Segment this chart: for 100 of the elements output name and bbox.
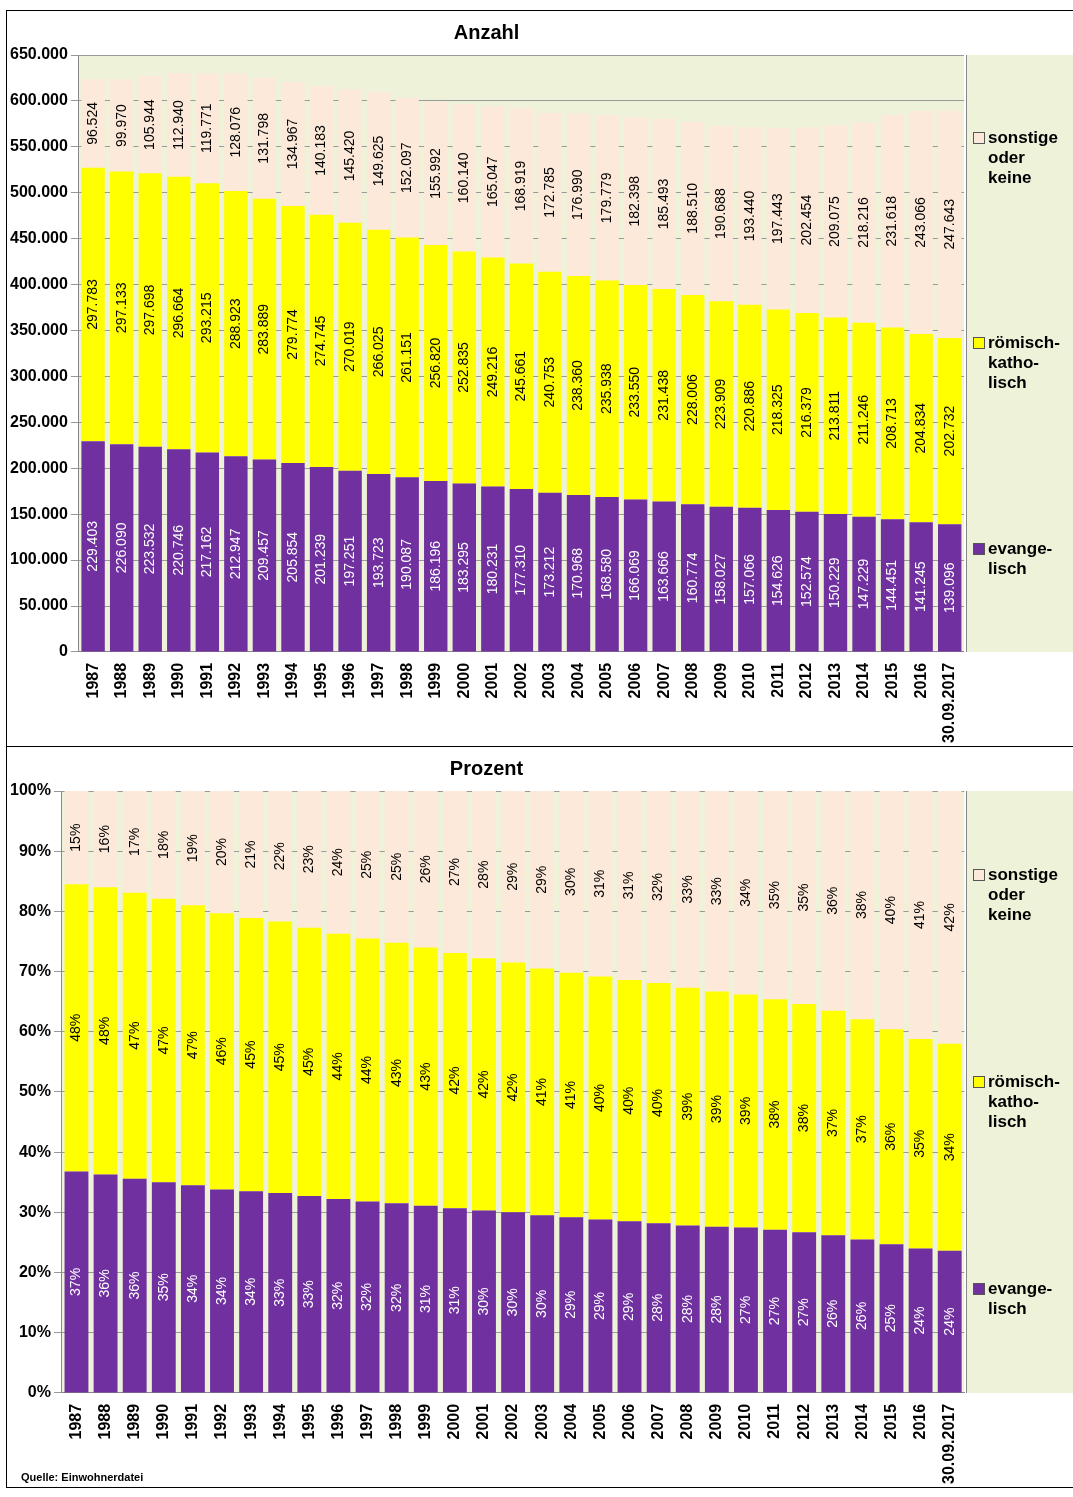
data-label: 274.745 (312, 315, 329, 367)
y-tick-label: 400.000 (9, 274, 68, 292)
bar (763, 791, 787, 1000)
bar (64, 884, 89, 1172)
bar (180, 1185, 205, 1393)
data-label: 24% (911, 1306, 928, 1335)
data-label: 45% (271, 1043, 288, 1072)
bar (180, 905, 205, 1186)
data-label: 18% (154, 830, 171, 859)
data-label: 229.403 (83, 520, 100, 572)
bar (93, 1174, 118, 1393)
data-label: 48% (67, 1013, 84, 1042)
bar (595, 280, 619, 498)
x-tick-label: 1987 (83, 662, 101, 699)
data-label: 209.457 (255, 529, 272, 581)
bar (395, 97, 419, 238)
y-tick-label: 200.000 (9, 458, 68, 476)
bar (559, 791, 584, 973)
bar (224, 191, 248, 457)
data-label: 31% (445, 1286, 462, 1315)
data-label: 32% (649, 872, 666, 902)
bar (538, 492, 562, 652)
data-label: 26% (824, 1299, 841, 1328)
x-tick-label: 2016 (911, 1403, 928, 1440)
bar (338, 470, 362, 652)
bar (122, 791, 147, 893)
data-label: 266.025 (369, 326, 386, 378)
bar (704, 991, 729, 1227)
data-label: 218.325 (769, 384, 786, 435)
bar (338, 89, 362, 223)
bar (210, 1189, 234, 1393)
bar (738, 507, 762, 652)
bar (472, 1210, 496, 1393)
data-label: 193.440 (740, 190, 757, 242)
data-label: 249.216 (483, 346, 500, 398)
data-label: 231.438 (655, 369, 672, 421)
bar (195, 452, 220, 652)
data-label: 119.771 (198, 103, 215, 154)
data-label: 29% (591, 1291, 608, 1321)
bar (167, 449, 191, 652)
data-label: 220.746 (169, 524, 186, 576)
bar (709, 126, 733, 302)
data-label: 193.723 (369, 537, 386, 589)
data-label: 205.854 (283, 531, 300, 583)
data-label: 160.774 (683, 552, 700, 604)
bar (509, 108, 534, 264)
bar (566, 113, 591, 277)
bar (879, 1244, 904, 1393)
data-label: 150.229 (826, 557, 843, 608)
x-tick-label: 2014 (854, 662, 872, 699)
data-label: 128.076 (226, 106, 243, 158)
x-tick-label: 1992 (212, 1403, 230, 1440)
data-label: 157.066 (740, 554, 757, 605)
bar (566, 276, 591, 495)
y-tick-label: 150.000 (9, 504, 68, 522)
bar (297, 927, 322, 1197)
bar (297, 1196, 322, 1393)
bar (588, 1219, 613, 1393)
bar (909, 110, 933, 335)
bar (281, 82, 305, 206)
data-label: 209.075 (826, 196, 843, 247)
x-tick-label: 1999 (416, 1403, 434, 1440)
data-label: 41% (911, 900, 928, 930)
data-label: 220.886 (740, 380, 757, 432)
bar (850, 1239, 875, 1393)
x-tick-label: 1993 (254, 662, 272, 699)
bar (309, 467, 334, 652)
bar (384, 1203, 409, 1393)
data-label: 39% (678, 1092, 695, 1121)
bar (617, 1221, 642, 1393)
data-label: 38% (853, 891, 870, 920)
data-label: 172.785 (540, 166, 557, 218)
y-tick-label: 100% (10, 781, 51, 799)
data-label: 185.493 (655, 178, 672, 230)
x-tick-label: 1990 (154, 1403, 172, 1440)
data-label: 145.420 (340, 130, 357, 182)
data-label: 211.246 (854, 394, 871, 445)
data-label: 16% (96, 825, 113, 854)
bar (879, 791, 904, 1030)
bar (297, 791, 322, 928)
data-label: 245.661 (512, 350, 529, 402)
y-tick-label: 100.000 (9, 550, 68, 568)
bar (617, 980, 642, 1222)
data-label: 31% (591, 869, 608, 898)
data-label: 32% (387, 1283, 404, 1312)
data-label: 40% (882, 896, 899, 925)
data-label: 26% (416, 855, 433, 884)
bar (195, 183, 220, 453)
data-label: 30% (562, 867, 579, 896)
bar (326, 933, 351, 1200)
y-tick-label: 60% (18, 1022, 51, 1040)
x-tick-label: 1987 (66, 1403, 84, 1440)
x-tick-label: 30.09.2017 (940, 1403, 958, 1484)
bar (588, 976, 613, 1220)
bar (64, 1171, 89, 1393)
bar (909, 334, 933, 523)
data-label: 112.940 (169, 99, 186, 150)
bar (442, 791, 467, 953)
bar (239, 1191, 264, 1393)
bar (909, 522, 933, 652)
